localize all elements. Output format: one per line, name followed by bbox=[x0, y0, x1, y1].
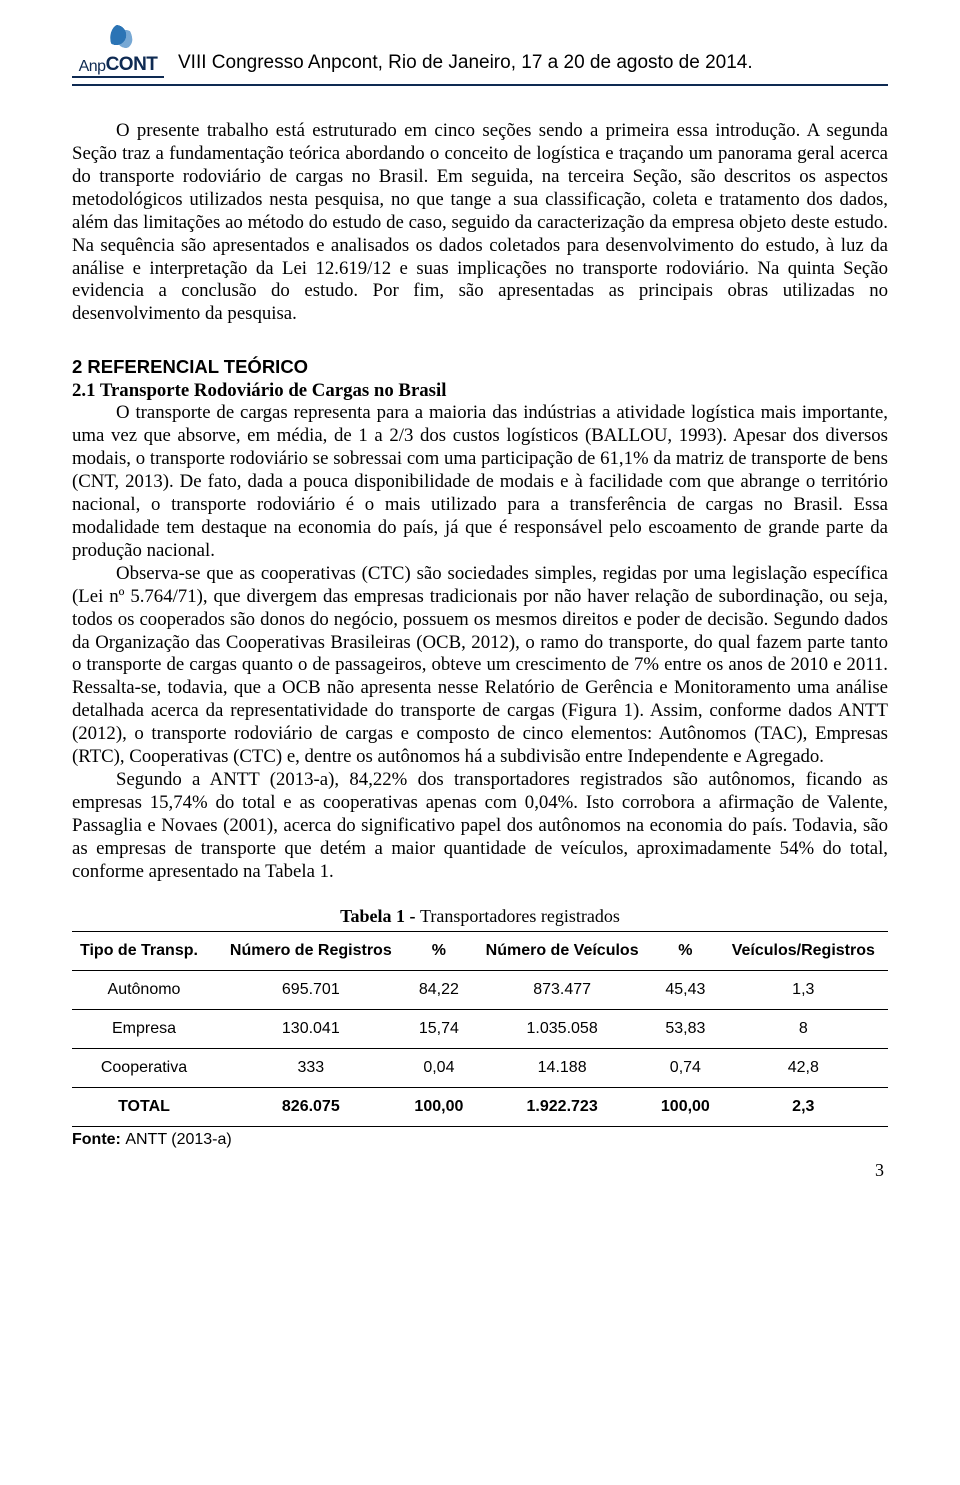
col-veiculos: Número de Veículos bbox=[472, 931, 652, 970]
table-source-label: Fonte: bbox=[72, 1131, 125, 1148]
paragraph-intro: O presente trabalho está estruturado em … bbox=[72, 120, 888, 326]
cell: 42,8 bbox=[719, 1048, 888, 1087]
cell: 826.075 bbox=[216, 1087, 406, 1126]
logo-text-anp: Anp bbox=[79, 58, 106, 76]
cell: 1.922.723 bbox=[472, 1087, 652, 1126]
transportadores-table: Tipo de Transp. Número de Registros % Nú… bbox=[72, 931, 888, 1127]
logo-swirl-icon bbox=[108, 23, 133, 52]
table-caption-text: Transportadores registrados bbox=[420, 906, 620, 926]
cell: 0,04 bbox=[406, 1048, 472, 1087]
table-row: Cooperativa 333 0,04 14.188 0,74 42,8 bbox=[72, 1048, 888, 1087]
cell: 14.188 bbox=[472, 1048, 652, 1087]
cell: Cooperativa bbox=[72, 1048, 216, 1087]
col-registros: Número de Registros bbox=[216, 931, 406, 970]
col-ratio: Veículos/Registros bbox=[719, 931, 888, 970]
cell: Empresa bbox=[72, 1009, 216, 1048]
table-row-total: TOTAL 826.075 100,00 1.922.723 100,00 2,… bbox=[72, 1087, 888, 1126]
cell: 53,83 bbox=[652, 1009, 718, 1048]
table-source: Fonte: ANTT (2013-a) bbox=[72, 1131, 888, 1149]
header-rule bbox=[72, 84, 888, 86]
col-pct2: % bbox=[652, 931, 718, 970]
logo-text-cont: CONT bbox=[106, 54, 158, 76]
cell: Autônomo bbox=[72, 970, 216, 1009]
col-tipo: Tipo de Transp. bbox=[72, 931, 216, 970]
table-caption-label: Tabela 1 - bbox=[340, 906, 420, 926]
paragraph-2: O transporte de cargas representa para a… bbox=[72, 402, 888, 562]
cell: 873.477 bbox=[472, 970, 652, 1009]
cell: 0,74 bbox=[652, 1048, 718, 1087]
anpcont-logo: AnpCONT bbox=[72, 30, 164, 78]
col-pct1: % bbox=[406, 931, 472, 970]
table-caption: Tabela 1 - Transportadores registrados bbox=[72, 906, 888, 927]
cell: 1.035.058 bbox=[472, 1009, 652, 1048]
table-source-text: ANTT (2013-a) bbox=[125, 1131, 231, 1148]
cell: 695.701 bbox=[216, 970, 406, 1009]
cell: 2,3 bbox=[719, 1087, 888, 1126]
cell: 84,22 bbox=[406, 970, 472, 1009]
table-row: Autônomo 695.701 84,22 873.477 45,43 1,3 bbox=[72, 970, 888, 1009]
cell: 1,3 bbox=[719, 970, 888, 1009]
page-header: AnpCONT VIII Congresso Anpcont, Rio de J… bbox=[72, 30, 888, 78]
cell: 8 bbox=[719, 1009, 888, 1048]
table-header-row: Tipo de Transp. Número de Registros % Nú… bbox=[72, 931, 888, 970]
cell: 333 bbox=[216, 1048, 406, 1087]
heading-2: 2 REFERENCIAL TEÓRICO bbox=[72, 356, 888, 378]
cell: 15,74 bbox=[406, 1009, 472, 1048]
header-title: VIII Congresso Anpcont, Rio de Janeiro, … bbox=[178, 52, 753, 78]
cell: 100,00 bbox=[406, 1087, 472, 1126]
cell: 100,00 bbox=[652, 1087, 718, 1126]
paragraph-3: Observa-se que as cooperativas (CTC) são… bbox=[72, 563, 888, 769]
cell: 45,43 bbox=[652, 970, 718, 1009]
page-number: 3 bbox=[875, 1160, 884, 1181]
table-row: Empresa 130.041 15,74 1.035.058 53,83 8 bbox=[72, 1009, 888, 1048]
cell: 130.041 bbox=[216, 1009, 406, 1048]
heading-2-1: 2.1 Transporte Rodoviário de Cargas no B… bbox=[72, 380, 888, 402]
cell: TOTAL bbox=[72, 1087, 216, 1126]
paragraph-4: Segundo a ANTT (2013-a), 84,22% dos tran… bbox=[72, 769, 888, 884]
